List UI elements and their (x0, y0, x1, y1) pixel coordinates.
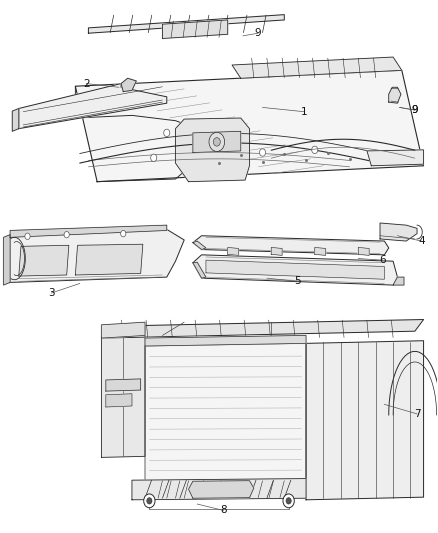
Text: 9: 9 (412, 105, 418, 115)
Polygon shape (206, 260, 385, 279)
Polygon shape (4, 235, 10, 285)
Text: 4: 4 (418, 236, 425, 246)
Text: 2: 2 (83, 78, 89, 88)
Polygon shape (315, 247, 325, 255)
Polygon shape (145, 343, 306, 481)
Polygon shape (380, 223, 417, 241)
Polygon shape (188, 481, 254, 498)
Polygon shape (176, 118, 250, 182)
Polygon shape (389, 87, 401, 103)
Polygon shape (10, 225, 167, 237)
Circle shape (147, 498, 152, 504)
Polygon shape (271, 247, 282, 255)
Text: 9: 9 (255, 28, 261, 38)
Polygon shape (193, 255, 397, 285)
Circle shape (144, 494, 155, 508)
Polygon shape (102, 319, 424, 338)
Polygon shape (193, 262, 206, 278)
Text: 1: 1 (300, 107, 307, 117)
Circle shape (151, 154, 157, 161)
Polygon shape (367, 150, 424, 166)
Polygon shape (19, 84, 167, 128)
Polygon shape (75, 70, 424, 182)
Text: 3: 3 (48, 288, 55, 298)
Polygon shape (393, 277, 404, 285)
Circle shape (25, 233, 30, 239)
Polygon shape (193, 236, 389, 255)
Circle shape (286, 498, 291, 504)
Circle shape (64, 231, 69, 238)
Circle shape (312, 146, 318, 154)
Circle shape (213, 138, 220, 146)
Polygon shape (102, 326, 145, 457)
Polygon shape (121, 78, 136, 92)
Circle shape (209, 132, 225, 151)
Polygon shape (162, 20, 228, 38)
Text: 8: 8 (220, 505, 226, 515)
Polygon shape (358, 247, 369, 255)
Polygon shape (106, 394, 132, 407)
Polygon shape (306, 341, 424, 500)
Text: 5: 5 (294, 276, 300, 286)
Circle shape (120, 230, 126, 237)
Polygon shape (88, 14, 284, 33)
Polygon shape (193, 131, 241, 152)
Text: 9: 9 (412, 105, 418, 115)
Circle shape (259, 149, 265, 156)
Polygon shape (12, 109, 19, 131)
Polygon shape (145, 335, 306, 346)
Polygon shape (228, 247, 239, 255)
Polygon shape (193, 241, 206, 249)
Polygon shape (75, 244, 143, 275)
Text: 7: 7 (414, 409, 420, 419)
Polygon shape (102, 322, 145, 338)
Circle shape (283, 494, 294, 508)
Polygon shape (232, 57, 402, 78)
Polygon shape (19, 245, 69, 276)
Polygon shape (106, 379, 141, 391)
Text: 6: 6 (379, 255, 385, 265)
Circle shape (164, 129, 170, 136)
Polygon shape (10, 229, 184, 282)
Polygon shape (132, 479, 306, 500)
